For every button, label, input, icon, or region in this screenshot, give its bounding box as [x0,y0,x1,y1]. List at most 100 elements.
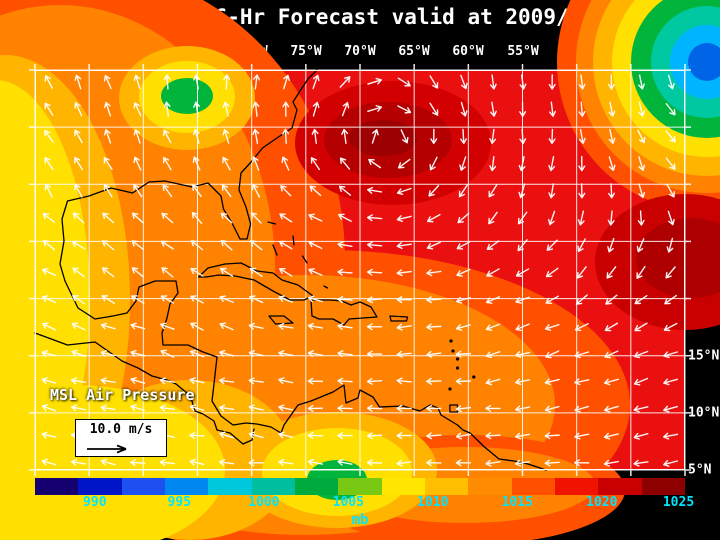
wind-arrow-icon [488,184,498,198]
colorbar-segment [121,478,165,495]
wind-arrow-icon [546,239,558,251]
wind-arrow-icon [160,349,175,358]
wind-arrow-icon [485,432,501,440]
colorbar-segment [35,478,79,495]
wind-arrow-icon [189,404,205,412]
island-puerto-rico [389,315,409,322]
wind-arrow-icon [279,267,293,277]
wind-arrow-icon [455,350,472,358]
wind-arrow-icon [133,184,143,198]
wind-arrow-icon [366,186,383,194]
wind-arrow-icon [307,432,324,440]
wind-arrow-icon [42,322,56,331]
wind-arrow-icon [574,323,589,332]
wind-arrow-icon [577,210,585,226]
wind-arrow-icon [578,74,586,90]
wind-arrow-icon [455,432,472,440]
wind-arrow-icon [192,184,202,198]
colorbar-segment [554,478,599,495]
wind-arrow-icon [665,130,676,143]
wind-arrow-icon [366,296,383,304]
wind-arrow-icon [638,183,646,199]
wind-arrow-icon [634,322,648,332]
wind-arrow-icon [41,377,57,384]
wind-arrow-icon [102,212,115,224]
wind-arrow-icon [190,267,204,277]
wind-arrow-icon [426,213,441,223]
wind-arrow-icon [159,459,176,466]
lat-label-right: 5°N [688,462,712,478]
wind-arrow-icon [103,157,113,171]
wind-arrow-icon [41,349,57,357]
wind-arrow-icon [396,215,412,223]
wind-arrow-icon [251,183,261,198]
wind-arrow-icon [367,105,382,112]
wind-arrow-icon [489,74,497,90]
wind-arrow-icon [607,237,615,253]
wind-arrow-icon [667,74,675,90]
colorbar-segment [164,478,209,495]
lon-label: 55°W [507,44,539,59]
wind-arrow-icon [337,458,353,466]
wind-arrow-icon [604,350,619,359]
wind-arrow-icon [218,404,235,412]
wind-reference-speed: 10.0 m/s [89,422,153,437]
wind-arrow-icon [249,295,264,304]
wind-arrow-icon [515,268,530,277]
island-trinidad [449,404,459,413]
wind-arrow-icon [366,404,383,412]
wind-arrow-icon [307,458,323,466]
wind-arrow-icon [307,295,323,303]
wind-arrow-icon [426,296,442,304]
colorbar [35,478,685,495]
wind-arrow-icon [396,459,412,467]
wind-arrow-icon [71,240,86,250]
colorbar-segment [468,478,512,495]
wind-arrow-icon [603,405,619,413]
colorbar-tick: 995 [167,495,192,510]
wind-arrow-icon [574,432,590,440]
wind-arrow-icon [219,431,234,439]
map-border [35,70,685,470]
wind-arrow-icon [338,185,352,196]
wind-arrow-icon [44,75,54,89]
wind-arrow-icon [223,74,231,90]
wind-arrow-icon [103,74,112,90]
wind-arrow-icon [131,295,145,304]
wind-arrow-icon [515,296,530,304]
wind-arrow-icon [603,378,619,386]
wind-arrow-icon [278,459,294,466]
wind-arrow-icon [282,128,290,145]
wind-arrow-icon [396,350,412,358]
wind-arrow-icon [574,405,590,413]
wind-arrow-icon [548,128,556,145]
wind-arrow-icon [665,102,676,116]
wind-arrow-icon [371,129,379,144]
wind-arrow-icon [426,323,442,331]
wind-arrow-icon [72,267,85,278]
wind-arrow-icon [338,213,352,222]
wind-arrow-icon [101,295,115,304]
wind-arrow-icon [485,378,501,386]
wind-reference-legend: 10.0 m/s [75,419,167,457]
wind-arrow-icon [548,156,556,172]
wind-arrow-icon [663,351,679,359]
wind-arrow-icon [220,212,233,224]
wind-arrow-icon [42,240,56,251]
wind-arrow-icon [102,240,115,251]
wind-arrow-icon [248,377,264,385]
wind-arrow-icon [130,322,146,330]
wind-arrow-icon [72,212,85,224]
wind-arrow-icon [578,128,586,144]
wind-arrow-icon [489,128,497,145]
wind-arrow-icon [131,240,145,251]
colorbar-segment [251,478,295,495]
wind-arrow-icon [426,432,442,440]
lon-label: 75°W [290,44,322,59]
wind-arrow-icon [429,75,439,89]
wind-arrow-icon [248,459,264,467]
wind-arrow-icon [130,459,146,467]
colorbar-tick: 1005 [332,495,364,510]
wind-arrow-icon [100,377,116,385]
wind-arrow-icon [576,266,587,279]
